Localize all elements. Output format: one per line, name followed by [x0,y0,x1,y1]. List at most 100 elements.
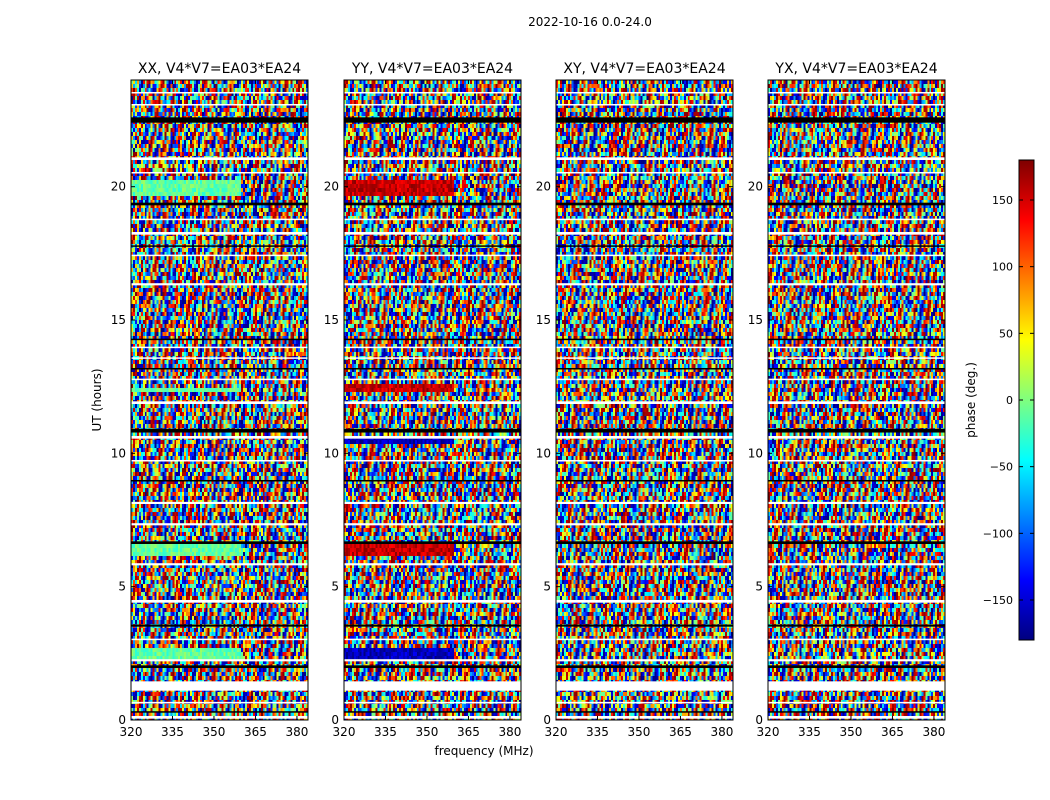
flagged-band [344,346,521,349]
flagged-band [131,368,308,370]
x-tick-label: 320 [333,725,356,739]
panel-xy: XY, V4*V7=EA03*EA24 320 335 350 365 380 0 5 10 15… [536,61,734,739]
flagged-band [768,172,945,174]
flagged-band [131,172,308,174]
x-tick-label: 380 [710,725,733,739]
flagged-band [768,563,945,566]
flagged-band [344,157,521,160]
flagged-band [344,523,521,526]
y-tick-label: 20 [324,180,339,194]
flagged-band [556,172,733,174]
flagged-band [556,701,733,704]
flagged-band [344,254,521,257]
flagged-band [344,436,521,439]
flagged-band [131,665,308,668]
flagged-band [131,501,308,504]
flagged-band [344,283,521,286]
flagged-band [556,563,733,566]
panel-title: YX, V4*V7=EA03*EA24 [774,61,937,77]
flagged-band [344,202,521,206]
flagged-band [344,218,521,221]
flagged-band [344,460,521,462]
flagged-band [768,523,945,526]
flagged-band [131,202,308,206]
flagged-band [556,624,733,627]
x-tick-label: 335 [161,725,184,739]
panel-frame [130,79,309,721]
x-tick-label: 320 [545,725,568,739]
flagged-band [556,378,733,381]
colorbar-label: phase (deg.) [964,362,978,438]
panel-frame [767,79,946,721]
flagged-band [344,378,521,381]
flagged-band [131,523,308,526]
x-tick-label: 350 [840,725,863,739]
flagged-band [768,480,945,482]
flagged-band [768,716,945,719]
flagged-band [768,681,945,691]
flagged-band [768,638,945,641]
flagged-band [556,202,733,206]
flagged-band [344,541,521,544]
flagged-band [131,638,308,641]
flagged-band [768,711,945,713]
flagged-band [344,357,521,359]
x-tick-label: 380 [285,725,308,739]
flagged-band [131,681,308,691]
figure-suptitle: 2022-10-16 0.0-24.0 [528,15,652,29]
flagged-band [556,218,733,221]
flagged-band [131,218,308,221]
colorbar-tick-label: −150 [983,594,1013,607]
colorbar-tick-label: 150 [992,194,1013,207]
flagged-band [556,436,733,439]
flagged-band [556,665,733,668]
flagged-band [131,245,308,247]
flagged-band [344,624,521,627]
flagged-band [344,711,521,713]
flagged-band [131,346,308,349]
flagged-band [344,172,521,174]
flagged-band [344,245,521,247]
y-tick-label: 15 [111,313,126,327]
y-axis-label: UT (hours) [90,368,104,431]
x-tick-label: 320 [120,725,143,739]
flagged-band [131,541,308,544]
flagged-band [556,104,733,106]
flagged-band [131,436,308,439]
y-tick-label: 15 [748,313,763,327]
y-tick-label: 5 [331,580,339,594]
flagged-band [131,716,308,719]
flagged-band [131,600,308,603]
flagged-band [131,104,308,106]
flagged-band [768,460,945,462]
flagged-band [768,701,945,704]
flagged-band [768,202,945,206]
flagged-band [344,368,521,370]
flagged-band [344,501,521,504]
flagged-band [768,428,945,433]
flagged-band [131,624,308,627]
y-tick-label: 10 [324,446,339,460]
flagged-band [131,659,308,662]
flagged-band [131,563,308,566]
flagged-band [344,563,521,566]
panel-title: YY, V4*V7=EA03*EA24 [351,61,513,77]
y-tick-label: 0 [755,713,763,727]
flagged-band [768,357,945,359]
flagged-band [768,338,945,341]
flagged-band [344,480,521,482]
x-tick-label: 335 [586,725,609,739]
flagged-band [768,157,945,160]
flagged-band [131,117,308,123]
phase-heatmap-yy [344,80,521,720]
flagged-band [556,245,733,247]
flagged-band [131,232,308,235]
phase-heatmap-xy [556,80,733,720]
flagged-band [556,541,733,544]
y-tick-label: 10 [111,446,126,460]
flagged-band [131,92,308,94]
flagged-band [768,346,945,349]
flagged-band [556,681,733,691]
flagged-band [556,638,733,641]
